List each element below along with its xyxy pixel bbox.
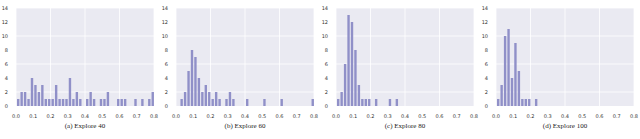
svg-text:6: 6 <box>165 61 168 67</box>
svg-text:0.5: 0.5 <box>418 113 426 118</box>
svg-text:0.6: 0.6 <box>276 113 284 118</box>
svg-text:0.1: 0.1 <box>509 113 517 118</box>
svg-text:12: 12 <box>162 19 168 25</box>
svg-text:0: 0 <box>485 103 488 109</box>
svg-text:10: 10 <box>322 33 328 39</box>
svg-text:10: 10 <box>162 33 168 39</box>
svg-text:8: 8 <box>165 47 168 53</box>
svg-text:0.4: 0.4 <box>241 113 249 118</box>
svg-text:0.4: 0.4 <box>561 113 569 118</box>
svg-text:0.3: 0.3 <box>64 113 72 118</box>
svg-text:0.8: 0.8 <box>470 113 478 118</box>
svg-text:0: 0 <box>325 103 328 109</box>
svg-text:0.6: 0.6 <box>116 113 124 118</box>
svg-text:0.1: 0.1 <box>29 113 37 118</box>
svg-text:0.4: 0.4 <box>401 113 409 118</box>
svg-text:4: 4 <box>325 75 328 81</box>
svg-text:2: 2 <box>165 89 168 95</box>
svg-text:0.1: 0.1 <box>349 113 357 118</box>
svg-text:0.6: 0.6 <box>436 113 444 118</box>
svg-text:0.2: 0.2 <box>207 113 215 118</box>
html-text:(a) Explore 40: (a) Explore 40 <box>64 122 106 130</box>
svg-text:0.5: 0.5 <box>98 113 106 118</box>
svg-text:0.0: 0.0 <box>172 113 180 118</box>
svg-text:0.1: 0.1 <box>189 113 197 118</box>
svg-text:8: 8 <box>485 47 488 53</box>
svg-text:0.0: 0.0 <box>492 113 500 118</box>
svg-text:0.2: 0.2 <box>367 113 375 118</box>
svg-text:0.8: 0.8 <box>630 113 632 118</box>
svg-text:0.7: 0.7 <box>133 113 141 118</box>
svg-text:0.7: 0.7 <box>293 113 301 118</box>
svg-text:0.5: 0.5 <box>578 113 586 118</box>
svg-text:0.3: 0.3 <box>544 113 552 118</box>
svg-text:10: 10 <box>482 33 488 39</box>
html-text:(b) Explore 60: (b) Explore 60 <box>224 122 266 130</box>
svg-text:0.7: 0.7 <box>613 113 621 118</box>
html-text:(c) Explore 80: (c) Explore 80 <box>384 122 426 130</box>
svg-text:6: 6 <box>485 61 488 67</box>
svg-text:0.0: 0.0 <box>12 113 20 118</box>
svg-text:14: 14 <box>322 5 328 11</box>
svg-text:8: 8 <box>325 47 328 53</box>
html-text:(d) Explore 100: (d) Explore 100 <box>542 122 588 130</box>
svg-text:0.7: 0.7 <box>453 113 461 118</box>
svg-text:0.3: 0.3 <box>224 113 232 118</box>
svg-text:4: 4 <box>485 75 488 81</box>
svg-text:2: 2 <box>325 89 328 95</box>
svg-text:0.6: 0.6 <box>596 113 604 118</box>
svg-text:14: 14 <box>162 5 168 11</box>
svg-text:0.4: 0.4 <box>81 113 89 118</box>
svg-text:2: 2 <box>485 89 488 95</box>
svg-text:0.0: 0.0 <box>332 113 340 118</box>
svg-text:12: 12 <box>482 19 488 25</box>
svg-text:0.2: 0.2 <box>47 113 55 118</box>
svg-text:14: 14 <box>482 5 488 11</box>
svg-text:0.8: 0.8 <box>310 113 318 118</box>
svg-text:12: 12 <box>322 19 328 25</box>
svg-text:0: 0 <box>165 103 168 109</box>
svg-text:0.8: 0.8 <box>150 113 158 118</box>
svg-text:6: 6 <box>325 61 328 67</box>
svg-text:0.5: 0.5 <box>258 113 266 118</box>
svg-text:0.3: 0.3 <box>384 113 392 118</box>
svg-text:4: 4 <box>165 75 168 81</box>
svg-text:0.2: 0.2 <box>527 113 535 118</box>
